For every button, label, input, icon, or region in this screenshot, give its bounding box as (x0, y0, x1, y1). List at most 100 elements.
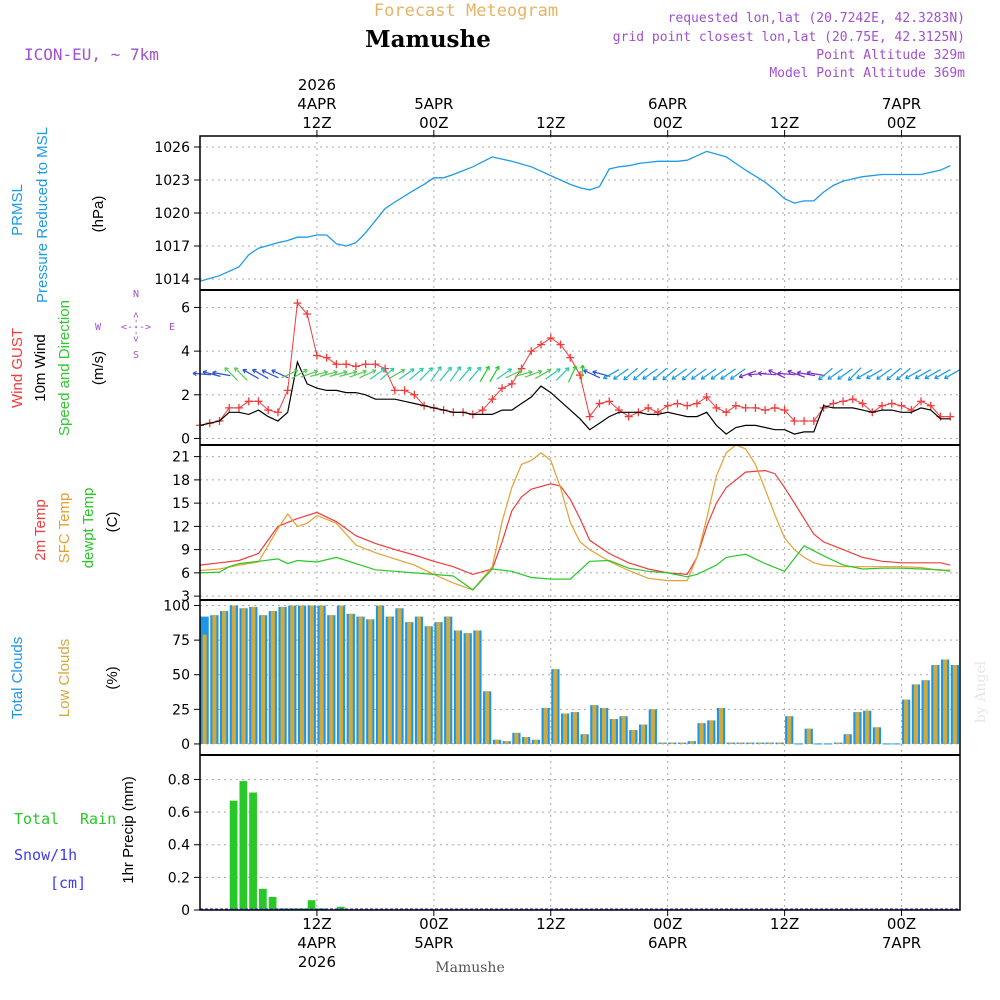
low-cloud-bar (465, 633, 470, 744)
time-label-bottom: 12Z (302, 915, 331, 933)
time-label-top: 4APR (297, 95, 336, 113)
wind-direction-arrow (818, 367, 833, 381)
gust-marker (751, 403, 760, 412)
arrow-shaft (603, 369, 620, 380)
low-cloud-bar (728, 742, 733, 744)
wind-direction-arrow (579, 364, 586, 384)
arrow-shaft (489, 365, 500, 383)
wind-direction-arrow (339, 370, 358, 377)
low-cloud-bar (455, 630, 461, 744)
wind-direction-arrow (934, 369, 951, 380)
arrow-head (485, 365, 490, 369)
low-cloud-bar (553, 669, 558, 744)
wind-direction-arrow (496, 368, 512, 380)
arrow-head (777, 372, 782, 377)
low-cloud-bar (592, 705, 597, 744)
arrow-shaft (291, 369, 308, 380)
low-cloud-bar (718, 707, 724, 744)
time-label-bottom: 12Z (536, 915, 565, 933)
rain-bar (258, 888, 267, 910)
wind-direction-arrow (379, 367, 395, 381)
wind-direction-arrow (567, 365, 578, 383)
time-label-top: 12Z (770, 114, 799, 132)
arrow-shaft (388, 369, 405, 380)
arrow-head (796, 372, 801, 376)
arrow-shaft (310, 371, 328, 377)
gust-marker (225, 403, 234, 412)
wind-direction-arrow (710, 368, 727, 380)
arrow-shaft (700, 368, 717, 380)
wind-direction-arrow (729, 368, 746, 380)
y-tick-label: 6 (181, 566, 190, 582)
low-cloud-bar (913, 684, 918, 744)
gust-line (199, 301, 951, 426)
gust-marker (273, 408, 282, 417)
low-cloud-bar (699, 723, 704, 744)
temp-label-2m: 2m Temp (32, 499, 49, 560)
gust-marker (790, 416, 799, 425)
arrow-shaft (924, 369, 941, 380)
arrow-head (662, 378, 667, 381)
low-cloud-bar (738, 742, 743, 744)
low-cloud-bar (299, 605, 305, 744)
wind-direction-arrow (671, 368, 688, 380)
wind-direction-arrow (545, 368, 561, 380)
arrow-shaft (496, 368, 512, 380)
wind-direction-arrow (856, 369, 873, 380)
arrow-head (572, 365, 577, 369)
gust-marker (498, 384, 507, 393)
arrow-shaft (818, 367, 833, 381)
low-cloud-bar (319, 605, 324, 744)
low-cloud-bar (777, 742, 782, 744)
arrow-head (886, 378, 891, 381)
arrow-shaft (662, 367, 677, 381)
wind-direction-arrow (388, 368, 406, 380)
wind-direction-arrow (837, 368, 853, 380)
supertitle: Forecast Meteogram (374, 1, 558, 21)
low-cloud-bar (485, 691, 490, 744)
gust-marker (264, 406, 273, 415)
gust-marker (946, 412, 955, 421)
wind-direction-arrow (300, 369, 319, 378)
time-label-bottom: 6APR (648, 934, 687, 952)
y-tick-label: 1020 (154, 206, 190, 222)
arrow-head (333, 370, 338, 373)
arrow-head (896, 378, 901, 381)
low-cloud-bar (504, 741, 509, 744)
arrow-shaft (806, 371, 825, 377)
wind-direction-arrow (271, 369, 289, 379)
gust-marker (741, 403, 750, 412)
wind-direction-arrow (592, 370, 611, 377)
arrow-head (428, 367, 433, 370)
low-cloud-bar (904, 699, 909, 744)
arrow-shaft (524, 370, 542, 378)
arrow-shaft (319, 371, 338, 377)
gust-marker (254, 397, 263, 406)
arrow-shaft (848, 367, 862, 381)
arrow-head (583, 369, 587, 374)
y-tick-label: 21 (172, 450, 190, 466)
total-cloud-bar (794, 743, 804, 745)
wind-direction-arrow (468, 366, 482, 382)
wind-direction-arrow (943, 369, 961, 380)
wind-direction-arrow (419, 367, 434, 381)
wind-direction-arrow (896, 367, 911, 381)
pressure-label-msl: Pressure Reduced to MSL (34, 127, 51, 303)
arrow-head (447, 366, 452, 370)
y-tick-label: 0.6 (168, 805, 190, 821)
low-cloud-bar (923, 680, 928, 744)
temp-unit: (C) (104, 512, 121, 533)
gust-marker (361, 360, 370, 369)
arrow-shaft (837, 368, 853, 380)
precip-label-snow: Snow/1h (14, 846, 77, 864)
arrow-shaft (458, 366, 472, 382)
arrow-shaft (777, 372, 796, 376)
rain-bar (336, 906, 345, 910)
wind-direction-arrow (865, 369, 883, 380)
y-tick-label: 0.4 (168, 838, 190, 854)
low-cloud-bar (602, 707, 607, 744)
wind-direction-arrow (291, 368, 308, 380)
wind-direction-arrow (738, 370, 757, 379)
wind-direction-arrow (310, 370, 329, 377)
low-cloud-bar (641, 724, 646, 744)
